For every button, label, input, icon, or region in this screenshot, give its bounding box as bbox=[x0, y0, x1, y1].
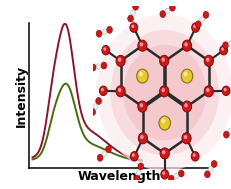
Circle shape bbox=[161, 57, 164, 62]
Circle shape bbox=[136, 170, 140, 175]
Circle shape bbox=[220, 47, 223, 51]
Circle shape bbox=[164, 8, 169, 14]
Circle shape bbox=[161, 150, 165, 154]
Circle shape bbox=[222, 42, 228, 49]
X-axis label: Wavelength: Wavelength bbox=[77, 170, 160, 183]
Circle shape bbox=[132, 3, 138, 10]
Ellipse shape bbox=[110, 30, 218, 155]
Circle shape bbox=[173, 173, 178, 179]
Circle shape bbox=[204, 171, 209, 178]
Circle shape bbox=[183, 42, 187, 46]
Circle shape bbox=[131, 153, 134, 157]
Circle shape bbox=[102, 29, 106, 35]
Circle shape bbox=[207, 166, 212, 172]
Circle shape bbox=[183, 72, 187, 76]
Circle shape bbox=[137, 40, 146, 51]
Circle shape bbox=[101, 62, 106, 69]
Circle shape bbox=[161, 88, 164, 92]
Y-axis label: Intensity: Intensity bbox=[15, 64, 27, 126]
Circle shape bbox=[228, 128, 231, 134]
Circle shape bbox=[221, 86, 229, 95]
Circle shape bbox=[133, 175, 139, 182]
Circle shape bbox=[169, 4, 174, 11]
Circle shape bbox=[97, 154, 103, 161]
Circle shape bbox=[230, 87, 231, 94]
Circle shape bbox=[137, 101, 146, 112]
Circle shape bbox=[183, 135, 186, 139]
Circle shape bbox=[203, 86, 213, 97]
Circle shape bbox=[130, 10, 135, 15]
Circle shape bbox=[127, 15, 133, 22]
Circle shape bbox=[210, 160, 216, 167]
Circle shape bbox=[159, 148, 169, 159]
Circle shape bbox=[139, 42, 143, 46]
Circle shape bbox=[228, 41, 231, 47]
Circle shape bbox=[178, 170, 183, 177]
Circle shape bbox=[158, 116, 170, 130]
Circle shape bbox=[138, 133, 147, 144]
Circle shape bbox=[96, 30, 101, 37]
Circle shape bbox=[139, 103, 143, 107]
Circle shape bbox=[223, 88, 226, 91]
Circle shape bbox=[205, 57, 209, 62]
Circle shape bbox=[100, 88, 103, 91]
Circle shape bbox=[106, 26, 112, 33]
Circle shape bbox=[101, 46, 109, 55]
Circle shape bbox=[160, 170, 168, 179]
Circle shape bbox=[167, 175, 173, 182]
Circle shape bbox=[203, 55, 213, 67]
Circle shape bbox=[161, 119, 164, 123]
Circle shape bbox=[181, 133, 190, 144]
Circle shape bbox=[205, 88, 209, 92]
Circle shape bbox=[117, 57, 121, 62]
Circle shape bbox=[190, 152, 198, 161]
Circle shape bbox=[130, 152, 138, 161]
Circle shape bbox=[99, 86, 107, 95]
Circle shape bbox=[182, 101, 191, 112]
Circle shape bbox=[192, 25, 195, 28]
Circle shape bbox=[116, 86, 125, 97]
Circle shape bbox=[129, 23, 137, 32]
Circle shape bbox=[137, 163, 143, 170]
Circle shape bbox=[131, 25, 134, 28]
Circle shape bbox=[95, 98, 101, 105]
Circle shape bbox=[159, 86, 168, 97]
Circle shape bbox=[138, 72, 142, 76]
Circle shape bbox=[191, 23, 199, 32]
Circle shape bbox=[182, 40, 191, 51]
Circle shape bbox=[140, 135, 143, 139]
Circle shape bbox=[222, 131, 228, 138]
Circle shape bbox=[219, 46, 227, 55]
Circle shape bbox=[102, 151, 106, 156]
Circle shape bbox=[159, 55, 168, 67]
Circle shape bbox=[116, 55, 125, 67]
Circle shape bbox=[105, 146, 111, 153]
Circle shape bbox=[183, 103, 187, 107]
Circle shape bbox=[202, 11, 208, 18]
Circle shape bbox=[159, 11, 165, 18]
Circle shape bbox=[93, 104, 97, 109]
Circle shape bbox=[136, 69, 148, 83]
Circle shape bbox=[192, 153, 195, 157]
Circle shape bbox=[195, 21, 200, 28]
Circle shape bbox=[90, 64, 96, 71]
Circle shape bbox=[103, 47, 106, 51]
Circle shape bbox=[96, 64, 100, 69]
Circle shape bbox=[117, 88, 121, 92]
Circle shape bbox=[180, 69, 192, 83]
Circle shape bbox=[199, 17, 204, 22]
Circle shape bbox=[161, 171, 164, 175]
Ellipse shape bbox=[96, 14, 231, 171]
Ellipse shape bbox=[123, 45, 205, 140]
Circle shape bbox=[89, 109, 95, 115]
